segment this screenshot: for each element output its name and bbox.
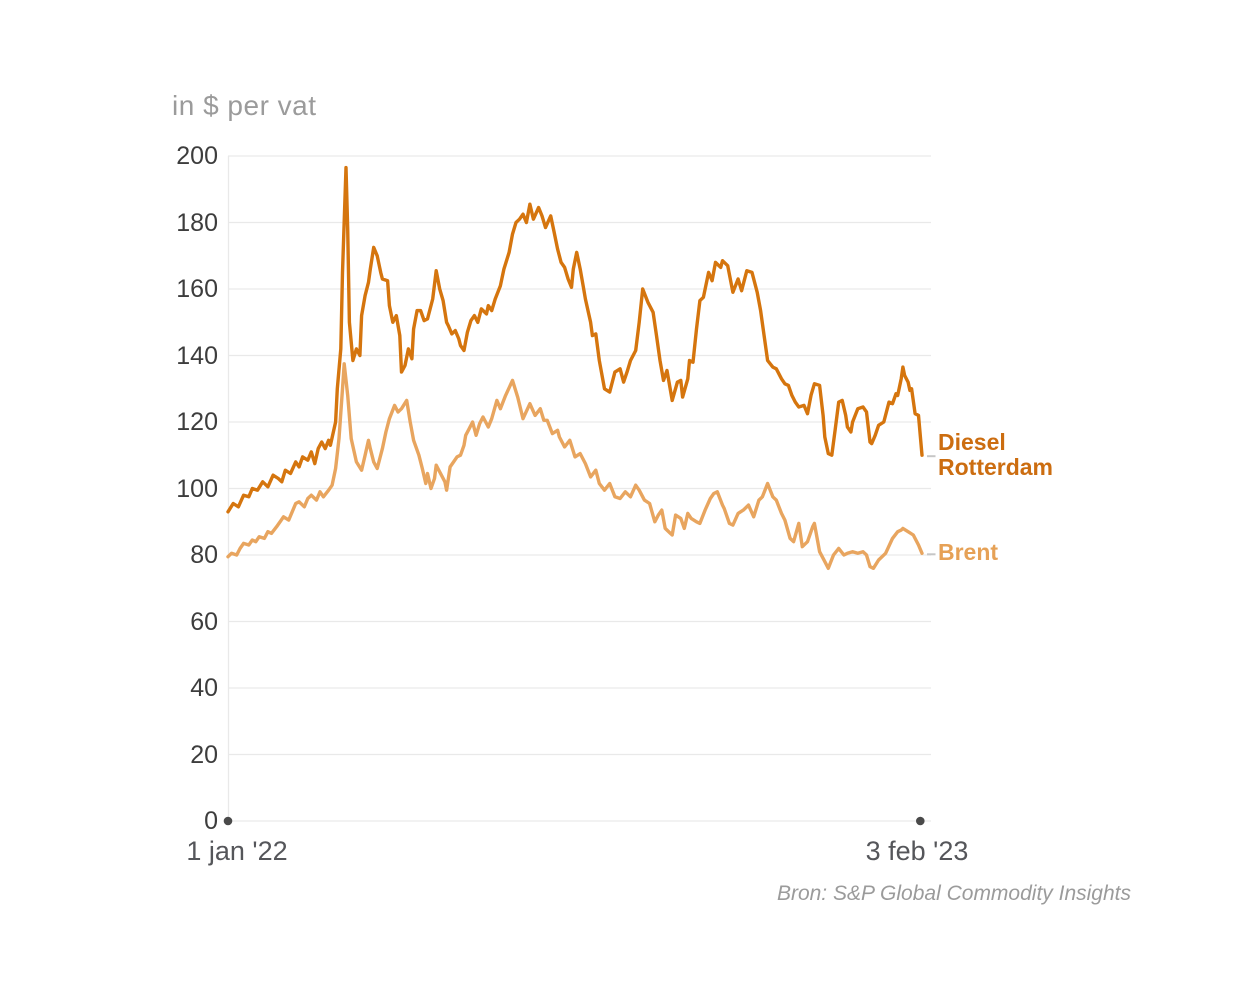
line-diesel-rotterdam xyxy=(226,165,924,514)
y-axis-tick-label: 100 xyxy=(176,474,218,503)
chart-title: in $ per vat xyxy=(172,90,317,121)
legend-label-line: Diesel xyxy=(938,429,1006,455)
y-axis-tick-label: 80 xyxy=(190,541,218,569)
y-axis-tick-label: 0 xyxy=(204,807,218,835)
line-brent xyxy=(226,362,924,570)
y-axis-tick-label: 40 xyxy=(190,674,218,702)
y-axis-tick-label: 180 xyxy=(176,208,218,237)
y-axis-tick-label: 140 xyxy=(176,341,218,370)
y-axis-tick-label: 60 xyxy=(190,607,218,636)
axis-endpoint-dot xyxy=(223,816,233,826)
legend-brent: Brent xyxy=(938,540,998,565)
legend-diesel-rotterdam: Diesel Rotterdam xyxy=(938,430,1053,480)
legend-label-line: Brent xyxy=(938,539,999,565)
y-axis-tick-label: 200 xyxy=(176,142,218,170)
y-axis-tick-label: 120 xyxy=(176,408,218,436)
source-credit: Bron: S&P Global Commodity Insights xyxy=(776,882,1131,905)
y-axis-tick-label: 20 xyxy=(190,740,218,769)
axis-endpoint-dot xyxy=(916,816,925,826)
x-axis-label-end: 3 feb '23 xyxy=(865,836,969,866)
legend-label-line: Rotterdam xyxy=(938,454,1054,480)
y-axis-tick-label: 160 xyxy=(176,275,218,303)
x-axis-label-start: 1 jan '22 xyxy=(186,836,288,866)
